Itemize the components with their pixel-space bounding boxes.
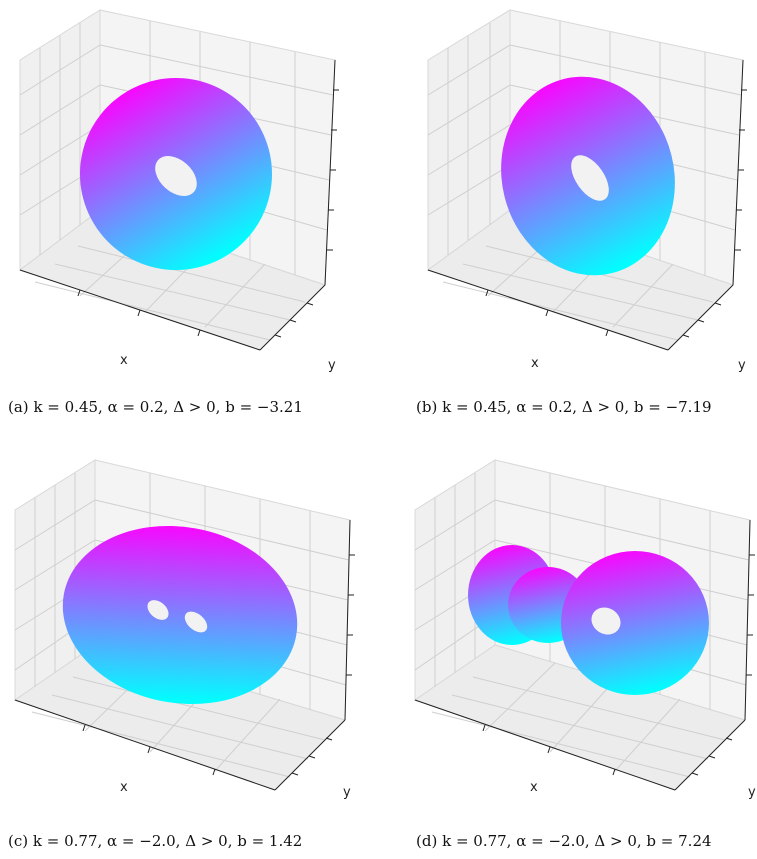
caption-tag-a: (a) [8,398,29,416]
caption-text-d: k = 0.77, α = −2.0, Δ > 0, b = 7.24 [442,832,712,850]
caption-d: (d) k = 0.77, α = −2.0, Δ > 0, b = 7.24 [416,832,712,850]
torus-surface [80,78,272,270]
plot-3d-d [413,459,755,791]
caption-text-c: k = 0.77, α = −2.0, Δ > 0, b = 1.42 [32,832,303,850]
plot-3d-b [426,9,747,351]
caption-tag-d: (d) [416,832,438,850]
x-axis-label-c: x [120,780,128,795]
caption-text-a: k = 0.45, α = 0.2, Δ > 0, b = −3.21 [33,398,303,416]
y-axis-label-a: y [328,358,336,373]
plot-3d-c [13,459,355,791]
caption-tag-c: (c) [8,832,29,850]
x-axis-label-b: x [531,356,539,371]
caption-tag-b: (b) [416,398,438,416]
panel-d: x y [410,455,757,815]
axis-ticks [482,554,755,776]
caption-a: (a) k = 0.45, α = 0.2, Δ > 0, b = −3.21 [8,398,303,416]
double-torus-surface [62,525,298,705]
x-axis-label-d: x [530,780,538,795]
panel-a: x y [0,0,378,380]
x-axis-label-a: x [120,353,128,368]
y-axis-label-c: y [343,785,351,800]
axis-ticks [77,89,339,338]
axis-lines [414,519,751,791]
dumbbell-torus-surface [468,545,709,695]
axis-lines [14,519,351,791]
caption-b: (b) k = 0.45, α = 0.2, Δ > 0, b = −7.19 [416,398,712,416]
y-axis-label-d: y [748,785,756,800]
plot-3d-a [18,9,339,351]
panel-c: x y [0,455,378,815]
caption-c: (c) k = 0.77, α = −2.0, Δ > 0, b = 1.42 [8,832,302,850]
axis-ticks [485,89,747,338]
y-axis-label-b: y [738,358,746,373]
axis-ticks [82,554,355,776]
torus-surface [501,76,675,276]
panel-b: x y [410,0,757,380]
caption-text-b: k = 0.45, α = 0.2, Δ > 0, b = −7.19 [442,398,712,416]
